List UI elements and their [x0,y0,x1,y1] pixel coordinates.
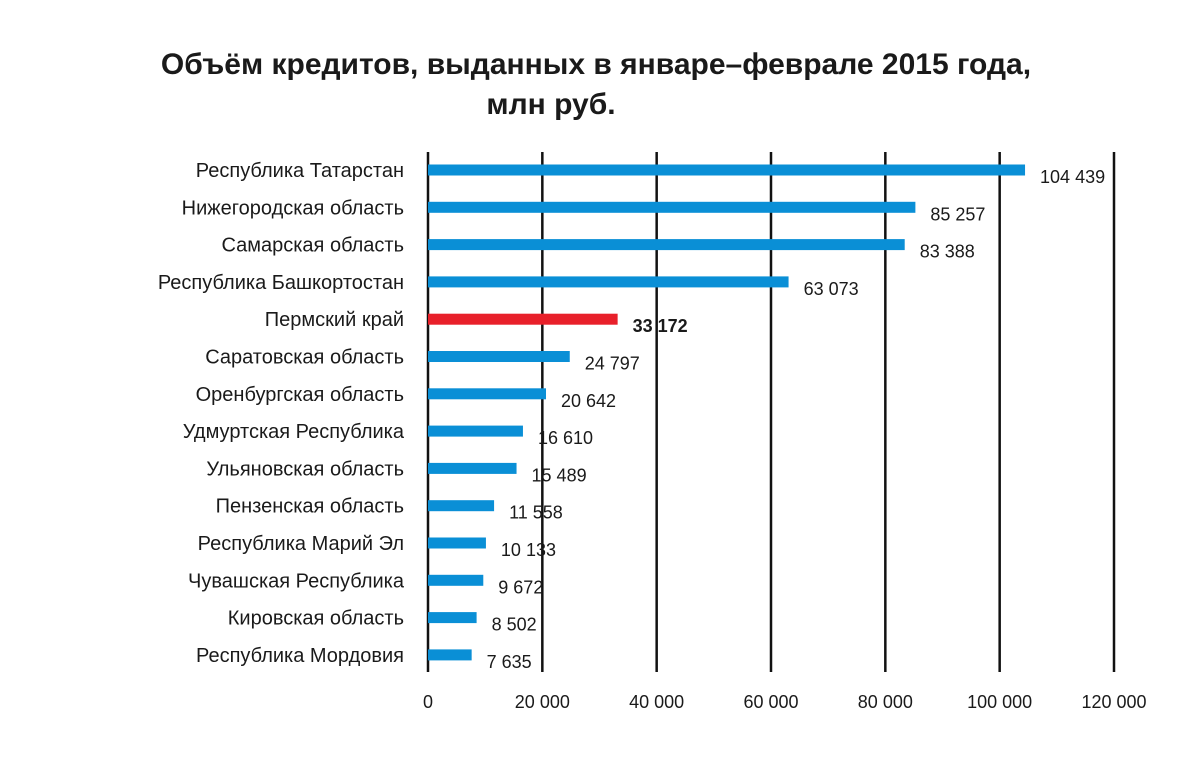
value-label: 24 797 [585,354,640,374]
category-label: Ульяновская область [206,458,404,480]
bar [428,537,486,549]
bar [428,425,523,437]
bar [428,462,517,474]
value-label: 104 439 [1040,167,1105,187]
x-tick-label: 100 000 [967,692,1032,712]
value-label: 85 257 [930,204,985,224]
category-labels: Республика Татарстан Нижегородская област… [158,160,405,667]
category-label: Оренбургская область [196,384,404,406]
bar [428,164,1026,176]
value-label: 15 489 [532,465,587,485]
value-label: 8 502 [492,615,537,635]
chart-title-line-2: млн руб. [486,88,615,121]
category-label: Саратовская область [205,347,404,369]
category-label: Пензенская область [216,496,404,518]
value-label: 11 558 [509,503,563,523]
bar [428,388,547,400]
value-label: 16 610 [538,428,593,448]
grid-lines [426,152,1116,672]
category-label: Самарская область [221,235,404,257]
bar [428,351,570,362]
value-label: 10 133 [501,540,556,560]
x-tick-label: 20 000 [515,692,570,712]
bars [428,164,1026,661]
x-axis-tick-labels: 0 20 000 40 000 60 000 80 000 100 000 120 000 [423,692,1147,712]
value-label-highlighted: 33 172 [633,316,688,336]
x-tick-label: 120 000 [1081,692,1146,712]
bar [428,612,477,624]
bar [428,649,472,661]
category-label: Кировская область [228,608,404,630]
category-label: Республика Башкортостан [158,272,404,294]
bar [428,276,789,288]
category-label: Удмуртская Республика [183,421,405,443]
value-label: 9 672 [498,577,543,597]
x-tick-label: 80 000 [858,692,913,712]
category-label: Республика Мордовия [196,645,404,667]
value-label: 20 642 [561,391,616,411]
bar [428,574,484,586]
x-tick-label: 0 [423,692,433,712]
x-tick-label: 40 000 [629,692,684,712]
category-label: Пермский край [265,309,404,331]
bar [428,239,905,251]
value-label: 63 073 [804,279,859,299]
x-tick-label: 60 000 [743,692,798,712]
category-label: Республика Марий Эл [198,533,404,555]
category-label: Республика Татарстан [196,160,404,182]
bar [428,201,916,213]
bar-highlighted [428,313,618,325]
value-label: 83 388 [920,242,975,262]
chart-title-line-1: Объём кредитов, выданных в январе–феврал… [161,48,1031,81]
value-labels: 104 439 85 257 83 388 63 073 33 172 24 797 20 … [487,167,1105,672]
category-label: Нижегородская область [182,197,404,219]
category-label: Чувашская Республика [188,570,405,592]
bar [428,500,495,512]
value-label: 7 635 [487,652,532,672]
